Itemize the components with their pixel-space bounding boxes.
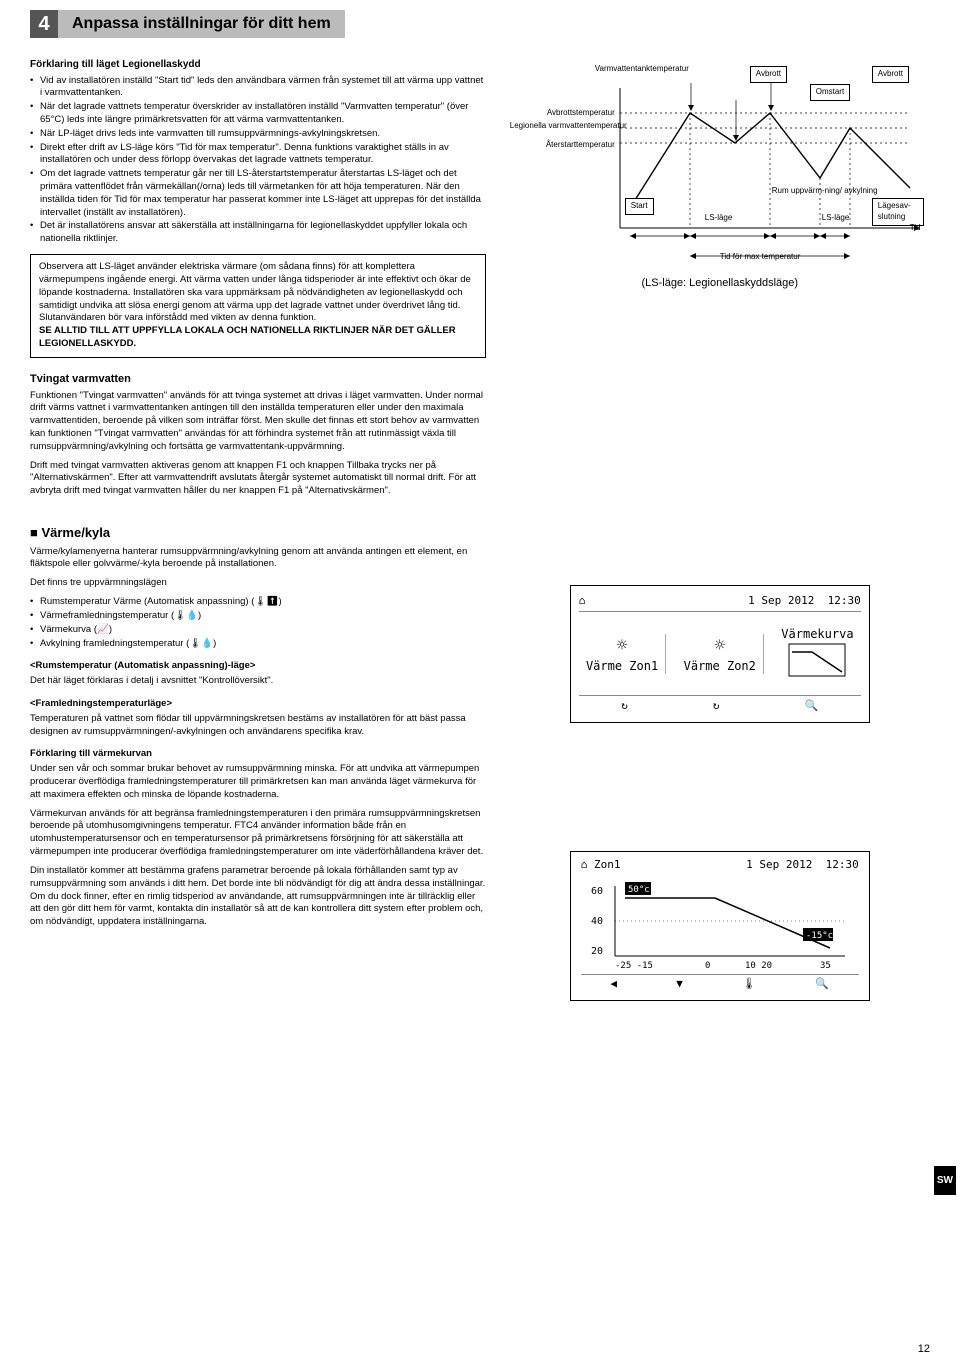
varme-intro: Värme/kylamenyerna hanterar rumsuppvärmn… <box>30 546 498 572</box>
kurv-p2: Värmekurvan används för att begränsa fra… <box>30 808 486 859</box>
label-tank-temp: Varmvattentanktemperatur <box>595 64 689 75</box>
label-omstart: Omstart <box>810 84 850 101</box>
svg-text:0: 0 <box>705 961 710 971</box>
mode-item: Avkylning framledningstemperatur (🌡💧) <box>30 638 486 651</box>
modes-list: Rumstemperatur Värme (Automatisk anpassn… <box>30 596 486 650</box>
f-btn[interactable]: ▼ <box>676 977 683 992</box>
mode-item: Värmekurva (📈) <box>30 624 486 637</box>
curve-time: 12:30 <box>826 858 859 871</box>
label-ls1: LS-läge <box>705 213 733 224</box>
ls-caption: (LS-läge: Legionellaskyddsläge) <box>641 276 798 291</box>
screen-time: 12:30 <box>828 594 861 607</box>
svg-text:35: 35 <box>820 961 831 971</box>
curve-zone: Zon1 <box>594 858 621 871</box>
label-ls2: LS-läge <box>822 213 850 224</box>
curve-col[interactable]: Värmekurva <box>774 626 861 682</box>
legionella-note: Observera att LS-läget använder elektris… <box>30 254 486 358</box>
note-p2: SE ALLTID TILL ATT UPPFYLLA LOKALA OCH N… <box>39 325 477 351</box>
controller-screen-curve: ⌂ Zon1 1 Sep 2012 12:30 60 40 20 -25 -15… <box>570 851 870 1001</box>
svg-text:40: 40 <box>591 916 603 927</box>
screen-date: 1 Sep 2012 <box>748 594 814 607</box>
bullet: Om det lagrade vattnets temperatur går n… <box>30 168 486 219</box>
label-tid-max: Tid för max temperatur <box>720 252 801 263</box>
zone1-label: Värme Zon1 <box>582 658 663 674</box>
bullet: När LP-läget drivs leds inte varmvatten … <box>30 128 486 141</box>
bullet: När det lagrade vattnets temperatur över… <box>30 101 486 127</box>
svg-text:20: 20 <box>591 946 603 957</box>
tvingat-p1: Funktionen "Tvingat varmvatten" används … <box>30 390 486 454</box>
label-avbrott2: Avbrott <box>872 66 909 83</box>
curve-label: Värmekurva <box>777 626 858 642</box>
label-lagesav: Lägesav-slutning <box>872 198 924 226</box>
tvingat-p2: Drift med tvingat varmvatten aktiveras g… <box>30 460 486 498</box>
legionella-heading: Förklaring till läget Legionellaskydd <box>30 58 486 72</box>
note-p1: Observera att LS-läget använder elektris… <box>39 261 477 325</box>
f-btn[interactable]: ↻ <box>621 699 628 714</box>
bullet: Direkt efter drift av LS-läge körs "Tid … <box>30 142 486 168</box>
rums-p: Det här läget förklaras i detalj i avsni… <box>30 675 486 688</box>
framl-p: Temperaturen på vattnet som flödar till … <box>30 713 486 739</box>
svg-text:10 20: 10 20 <box>745 961 772 971</box>
label-tid: Tid <box>910 223 921 234</box>
sun-icon: ☼ <box>679 634 760 658</box>
bullet: Det är installatörens ansvar att säkerst… <box>30 220 486 246</box>
curve-date: 1 Sep 2012 <box>746 858 812 871</box>
rums-h: <Rumstemperatur (Automatisk anpassning)-… <box>30 660 486 673</box>
ls-chart: Varmvattentanktemperatur Avbrott Avbrott… <box>510 58 930 268</box>
kurv-p1: Under sen vår och sommar brukar behovet … <box>30 763 486 801</box>
f-btn[interactable]: ◀ <box>610 977 617 992</box>
curve-icon <box>787 642 847 678</box>
zone1-col[interactable]: ☼ Värme Zon1 <box>579 634 667 674</box>
house-icon: ⌂ <box>579 594 586 609</box>
bullet: Vid av installatören inställd "Start tid… <box>30 75 486 101</box>
f-btn[interactable]: 🔍 <box>805 699 819 714</box>
curve-plot: 60 40 20 -25 -15 0 10 20 35 50°c -15°c <box>581 876 859 971</box>
page-header: 4 Anpassa inställningar för ditt hem <box>30 10 930 38</box>
zone2-label: Värme Zon2 <box>679 658 760 674</box>
modes-intro: Det finns tre uppvärmningslägen <box>30 577 486 590</box>
label-legionella-temp: Legionella varmvattentemperatur <box>510 121 615 132</box>
label-avbrotts-temp: Avbrottstemperatur <box>510 108 615 119</box>
label-avbrott1: Avbrott <box>750 66 787 83</box>
f-btn[interactable]: ↻ <box>713 699 720 714</box>
sw-tab: SW <box>934 1166 956 1196</box>
label-rum: Rum uppvärm-ning/ avkylning <box>772 186 818 197</box>
mode-item: Värmeframledningstemperatur (🌡💧) <box>30 610 486 623</box>
header-title: Anpassa inställningar för ditt hem <box>58 10 345 38</box>
svg-text:-15°c: -15°c <box>806 931 833 941</box>
sun-icon: ☼ <box>582 634 663 658</box>
f-btn[interactable]: 🔍 <box>815 977 829 992</box>
svg-text:-25 -15: -25 -15 <box>615 961 653 971</box>
zone2-col[interactable]: ☼ Värme Zon2 <box>676 634 764 674</box>
header-number: 4 <box>30 10 58 38</box>
f-btn[interactable]: 🌡 <box>742 977 756 992</box>
tvingat-heading: Tvingat varmvatten <box>30 372 486 387</box>
label-start: Start <box>625 198 654 215</box>
varme-heading: ■ Värme/kyla <box>30 524 930 542</box>
framl-h: <Framledningstemperaturläge> <box>30 698 486 711</box>
kurv-h: Förklaring till värmekurvan <box>30 748 486 761</box>
controller-screen-zones: ⌂ 1 Sep 2012 12:30 ☼ Värme Zon1 ☼ Värme … <box>570 585 870 723</box>
svg-text:50°c: 50°c <box>628 885 650 895</box>
kurv-p3: Din installatör kommer att bestämma graf… <box>30 865 486 929</box>
mode-item: Rumstemperatur Värme (Automatisk anpassn… <box>30 596 486 609</box>
page-number: 12 <box>918 1342 930 1357</box>
svg-text:60: 60 <box>591 886 603 897</box>
label-aterstart-temp: Återstarttemperatur <box>510 140 615 151</box>
legionella-bullets: Vid av installatören inställd "Start tid… <box>30 75 486 247</box>
